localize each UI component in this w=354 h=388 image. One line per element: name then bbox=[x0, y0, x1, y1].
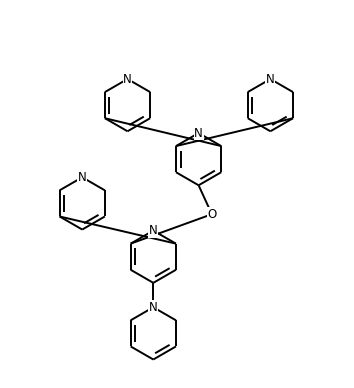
Text: N: N bbox=[266, 73, 275, 85]
Text: O: O bbox=[207, 208, 216, 221]
Text: N: N bbox=[149, 301, 158, 314]
Text: N: N bbox=[194, 126, 203, 140]
Text: N: N bbox=[78, 171, 87, 184]
Text: N: N bbox=[149, 224, 158, 237]
Text: N: N bbox=[123, 73, 132, 85]
